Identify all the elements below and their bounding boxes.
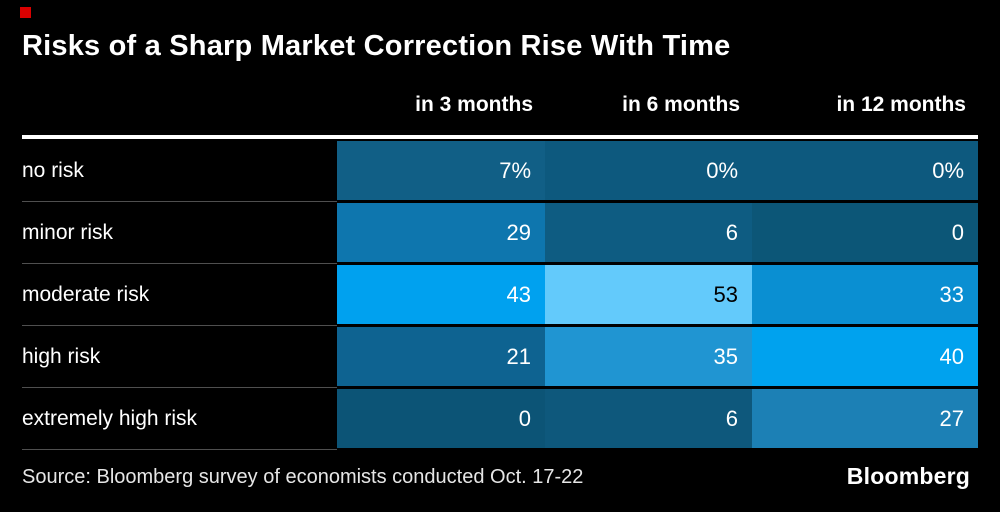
row-divider [0, 324, 1000, 327]
row-divider-line [22, 325, 337, 326]
risk-heatmap-table: no risk 7% 0% 0% minor risk 29 6 0 moder… [0, 141, 1000, 451]
heatmap-cell: 27 [752, 389, 978, 448]
column-header-6-months: in 6 months [622, 93, 740, 116]
column-header-3-months: in 3 months [415, 93, 533, 116]
heatmap-cell: 0 [337, 389, 545, 448]
heatmap-cell: 29 [337, 203, 545, 262]
bloomberg-red-square-icon [20, 7, 31, 18]
table-row-minor-risk: minor risk 29 6 0 [0, 203, 1000, 262]
table-row-high-risk: high risk 21 35 40 [0, 327, 1000, 386]
column-header-12-months: in 12 months [836, 93, 966, 116]
heatmap-cell: 21 [337, 327, 545, 386]
row-divider [0, 200, 1000, 203]
table-bottom-rule-line [22, 449, 337, 450]
row-divider [0, 386, 1000, 389]
row-divider-line [22, 263, 337, 264]
row-label: extremely high risk [22, 406, 198, 430]
table-row-moderate-risk: moderate risk 43 53 33 [0, 265, 1000, 324]
row-label: moderate risk [22, 282, 150, 306]
heatmap-cell: 0% [545, 141, 752, 200]
row-label: no risk [22, 158, 84, 182]
source-note: Source: Bloomberg survey of economists c… [22, 466, 584, 488]
heatmap-cell: 0% [752, 141, 978, 200]
heatmap-cell: 40 [752, 327, 978, 386]
row-divider-line [22, 201, 337, 202]
chart-title: Risks of a Sharp Market Correction Rise … [22, 30, 731, 62]
heatmap-cell: 7% [337, 141, 545, 200]
row-label: minor risk [22, 220, 114, 244]
table-top-rule [22, 135, 978, 139]
heatmap-cell: 6 [545, 203, 752, 262]
heatmap-cell: 35 [545, 327, 752, 386]
heatmap-cell: 6 [545, 389, 752, 448]
heatmap-cell: 53 [545, 265, 752, 324]
bloomberg-logo: Bloomberg [846, 463, 970, 489]
table-bottom-rule [0, 448, 1000, 451]
row-divider [0, 262, 1000, 265]
heatmap-cell: 43 [337, 265, 545, 324]
table-row-extremely-high-risk: extremely high risk 0 6 27 [0, 389, 1000, 448]
heatmap-cell: 33 [752, 265, 978, 324]
row-label: high risk [22, 344, 101, 368]
heatmap-cell: 0 [752, 203, 978, 262]
header-label-spacer [22, 93, 337, 117]
column-header-row: in 3 months in 6 months in 12 months [22, 93, 978, 117]
row-divider-line [22, 387, 337, 388]
table-row-no-risk: no risk 7% 0% 0% [0, 141, 1000, 200]
